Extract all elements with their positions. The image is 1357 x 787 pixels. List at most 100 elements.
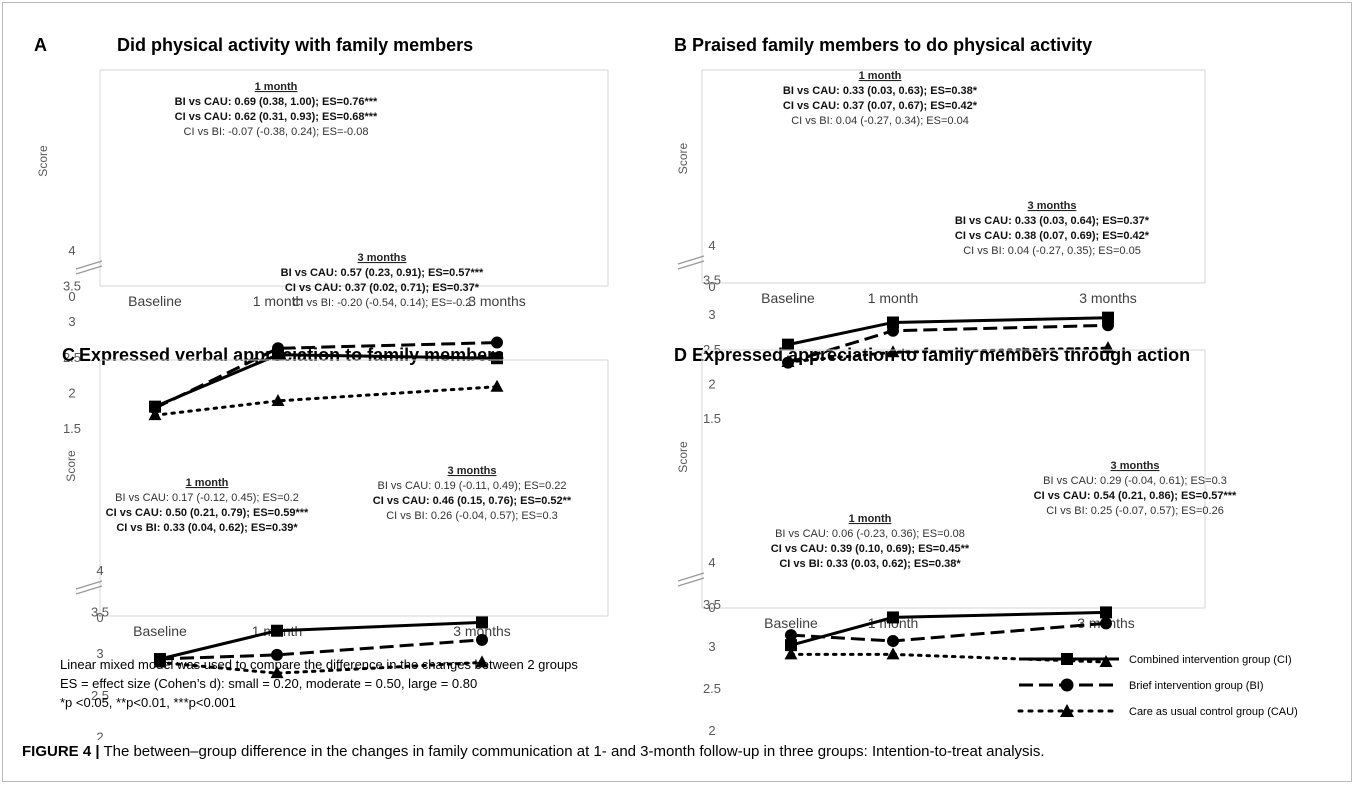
annotation-line: CI vs BI: -0.07 (-0.38, 0.24); ES=-0.08 — [184, 126, 369, 138]
annotation-line: CI vs BI: -0.20 (-0.54, 0.14); ES=-0.2 — [293, 297, 472, 309]
annotation-heading: 3 months — [1028, 200, 1077, 212]
legend-marker-square — [1061, 653, 1073, 665]
annotation-line: CI vs CAU: 0.39 (0.10, 0.69); ES=0.45** — [771, 543, 970, 555]
annotation-heading: 1 month — [255, 81, 298, 93]
annotation-line: BI vs CAU: 0.19 (-0.11, 0.49); ES=0.22 — [377, 480, 566, 492]
annotation-line: CI vs BI: 0.33 (0.04, 0.62); ES=0.39* — [116, 522, 298, 534]
y-tick-label: 0 — [96, 610, 103, 625]
y-tick-label: 3 — [708, 307, 715, 322]
chart-title: Did physical activity with family member… — [117, 35, 473, 55]
note-line: *p <0.05, **p<0.01, ***p<0.001 — [60, 693, 578, 712]
x-tick-label: 1 month — [868, 290, 919, 306]
legend-label-ci: Combined intervention group (CI) — [1129, 654, 1292, 666]
legend-label-bi: Brief intervention group (BI) — [1129, 680, 1264, 692]
x-tick-label: Baseline — [128, 293, 182, 309]
data-point-square — [887, 611, 899, 623]
y-tick-label: 2 — [96, 729, 103, 740]
x-tick-label: Baseline — [761, 290, 815, 306]
y-tick-label: 4 — [708, 555, 715, 570]
y-tick-label: 2 — [708, 723, 715, 738]
y-tick-label: 2 — [708, 376, 715, 391]
data-point-square — [1100, 606, 1112, 618]
annotation-line: BI vs CAU: 0.33 (0.03, 0.64); ES=0.37* — [955, 215, 1150, 227]
y-axis-label: Score — [64, 450, 78, 482]
x-tick-label: Baseline — [764, 615, 818, 631]
legend-item-bi: Brief intervention group (BI) — [1015, 673, 1335, 699]
annotation-line: BI vs CAU: 0.33 (0.03, 0.63); ES=0.38* — [783, 85, 978, 97]
x-tick-label: 3 months — [1079, 290, 1137, 306]
legend-item-cau: Care as usual control group (CAU) — [1015, 699, 1335, 725]
y-axis-label: Score — [36, 145, 50, 177]
y-axis-label: Score — [676, 441, 690, 473]
series-line — [160, 622, 482, 659]
y-tick-label: 1.5 — [63, 421, 81, 436]
legend: Combined intervention group (CI) Brief i… — [1015, 647, 1335, 725]
annotation-line: CI vs CAU: 0.46 (0.15, 0.76); ES=0.52** — [373, 495, 572, 507]
panel-letter: B — [674, 35, 687, 55]
data-point-circle — [887, 635, 899, 647]
legend-item-ci: Combined intervention group (CI) — [1015, 647, 1335, 673]
annotation-line: CI vs BI: 0.25 (-0.07, 0.57); ES=0.26 — [1046, 505, 1224, 517]
annotation-line: CI vs CAU: 0.50 (0.21, 0.79); ES=0.59*** — [106, 507, 309, 519]
annotation-line: BI vs CAU: 0.29 (-0.04, 0.61); ES=0.3 — [1043, 475, 1227, 487]
figure-notes: Linear mixed model was used to compare t… — [60, 655, 578, 712]
annotation-heading: 3 months — [1111, 460, 1160, 472]
annotation-line: CI vs BI: 0.04 (-0.27, 0.35); ES=0.05 — [963, 245, 1141, 257]
annotation-heading: 1 month — [859, 70, 902, 82]
annotation-line: CI vs BI: 0.26 (-0.04, 0.57); ES=0.3 — [386, 510, 558, 522]
data-point-triangle — [491, 380, 504, 392]
y-tick-label: 0 — [708, 600, 715, 615]
x-tick-label: Baseline — [133, 623, 187, 639]
panel-letter: D — [674, 345, 687, 365]
annotation-line: BI vs CAU: 0.69 (0.38, 1.00); ES=0.76*** — [175, 96, 378, 108]
data-point-circle — [785, 629, 797, 641]
chart-title: Expressed appreciation to family members… — [692, 345, 1190, 365]
series-line — [788, 318, 1108, 345]
note-line: ES = effect size (Cohen’s d): small = 0.… — [60, 674, 578, 693]
data-point-circle — [887, 325, 899, 337]
y-tick-label: 2.5 — [703, 681, 721, 696]
legend-label-cau: Care as usual control group (CAU) — [1129, 706, 1298, 718]
series-line — [155, 387, 497, 416]
y-axis-label: Score — [676, 143, 690, 175]
figure-caption: FIGURE 4 | The between–group difference … — [22, 743, 1332, 760]
annotation-line: CI vs CAU: 0.54 (0.21, 0.86); ES=0.57*** — [1034, 490, 1237, 502]
y-tick-label: 2 — [68, 385, 75, 400]
data-point-circle — [1102, 319, 1114, 331]
chart-title: Expressed verbal appreciation to family … — [79, 345, 504, 365]
annotation-line: CI vs CAU: 0.37 (0.02, 0.71); ES=0.37* — [285, 282, 480, 294]
annotation-heading: 3 months — [448, 465, 497, 477]
caption-label: FIGURE 4 | — [22, 743, 100, 760]
annotation-line: CI vs CAU: 0.37 (0.07, 0.67); ES=0.42* — [783, 100, 978, 112]
annotation-heading: 3 months — [358, 252, 407, 264]
annotation-line: BI vs CAU: 0.06 (-0.23, 0.36); ES=0.08 — [775, 528, 965, 540]
y-tick-label: 3 — [68, 314, 75, 329]
data-point-circle — [476, 634, 488, 646]
y-tick-label: 4 — [68, 243, 75, 258]
y-tick-label: 1.5 — [703, 411, 721, 426]
chart-panels: A Did physical activity with family membe… — [0, 0, 1357, 740]
legend-marker-circle — [1061, 679, 1074, 692]
x-tick-label: 3 months — [468, 293, 526, 309]
chart-title: Praised family members to do physical ac… — [692, 35, 1092, 55]
annotation-heading: 1 month — [849, 513, 892, 525]
annotation-line: BI vs CAU: 0.57 (0.23, 0.91); ES=0.57*** — [281, 267, 484, 279]
chart-panel-b: B Praised family members to do physical a… — [674, 35, 1205, 426]
annotation-line: CI vs BI: 0.33 (0.03, 0.62); ES=0.38* — [779, 558, 961, 570]
caption-text: The between–group difference in the chan… — [103, 743, 1044, 760]
annotation-line: BI vs CAU: 0.17 (-0.12, 0.45); ES=0.2 — [115, 492, 299, 504]
annotation-line: CI vs CAU: 0.62 (0.31, 0.93); ES=0.68*** — [175, 111, 378, 123]
data-point-square — [476, 616, 488, 628]
y-tick-label: 0 — [708, 279, 715, 294]
annotation-line: CI vs BI: 0.04 (-0.27, 0.34); ES=0.04 — [791, 115, 969, 127]
data-point-triangle — [887, 647, 900, 659]
annotation-line: CI vs CAU: 0.38 (0.07, 0.69); ES=0.42* — [955, 230, 1150, 242]
data-point-square — [271, 625, 283, 637]
panel-letter: A — [34, 35, 47, 55]
chart-panel-a: A Did physical activity with family membe… — [34, 35, 608, 436]
y-tick-label: 4 — [96, 563, 103, 578]
annotation-heading: 1 month — [186, 477, 229, 489]
note-line: Linear mixed model was used to compare t… — [60, 655, 578, 674]
y-tick-label: 4 — [708, 238, 715, 253]
